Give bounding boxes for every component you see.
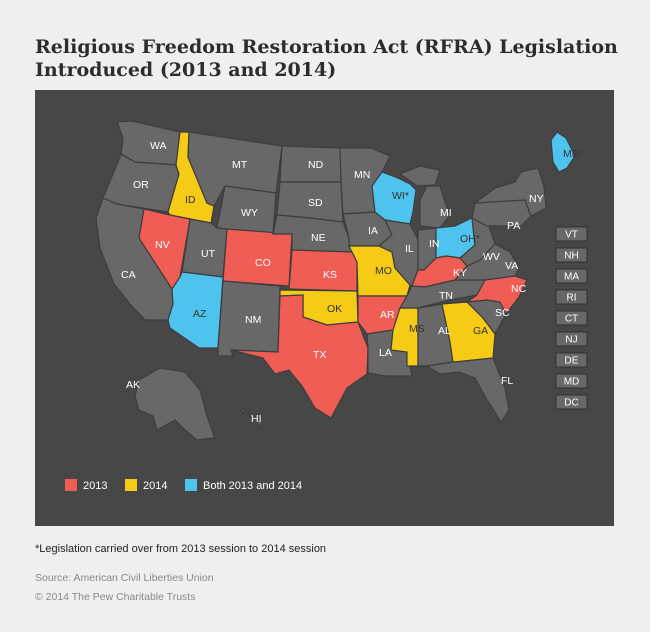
small-state-label: RI [567, 293, 577, 304]
state-label-hi: HI [251, 413, 262, 425]
small-state-ma: MA [555, 268, 588, 284]
state-label-il: IL [405, 243, 414, 255]
state-wv [459, 217, 496, 267]
state-label-co: CO [255, 257, 271, 269]
state-label-ca: CA [121, 269, 136, 281]
map-legend: 2013 2014 Both 2013 and 2014 [65, 479, 302, 492]
state-label-in: IN [429, 238, 440, 250]
small-state-label: DC [564, 398, 578, 409]
state-label-wi: WI* [392, 190, 409, 202]
small-state-label: VT [565, 230, 578, 241]
state-label-ne: NE [311, 232, 326, 244]
legend-swatch [125, 479, 137, 491]
state-label-la: LA [379, 347, 392, 359]
state-label-ms: MS [409, 323, 425, 335]
legend-label: 2014 [143, 480, 167, 492]
state-label-tx: TX [313, 349, 326, 361]
state-hi [239, 406, 263, 430]
state-label-ar: AR [380, 309, 395, 321]
state-label-tn: TN [439, 290, 453, 302]
footnote: *Legislation carried over from 2013 sess… [35, 543, 327, 555]
state-label-pa: PA [507, 220, 520, 232]
copyright-note: © 2014 The Pew Charitable Trusts [35, 591, 196, 603]
state-label-nv: NV [155, 239, 170, 251]
legend-label: Both 2013 and 2014 [203, 480, 302, 492]
state-label-al: AL [438, 325, 451, 337]
small-state-label: MD [564, 377, 580, 388]
state-fl [425, 357, 510, 424]
source-note: Source: American Civil Liberties Union [35, 572, 214, 584]
state-labels-layer: WA OR CA ID NV MT WY UT AZ CO NM ND SD NE KS OK TX MN IA MO… [121, 140, 583, 425]
small-state-dc: DC [555, 394, 588, 410]
state-label-ok: OK [327, 303, 342, 315]
state-pa [471, 199, 532, 227]
legend-label: 2013 [83, 480, 107, 492]
state-label-oh: OH* [460, 233, 480, 245]
small-state-label: MA [564, 272, 579, 283]
state-label-or: OR [133, 179, 149, 191]
state-mi [398, 165, 451, 229]
small-states-list: VT NH MA RI CT NJ DE MD DC [555, 226, 588, 410]
legend-item-2013: 2013 [65, 479, 107, 492]
map-title: Religious Freedom Restoration Act (RFRA)… [35, 36, 625, 82]
small-state-ri: RI [555, 289, 588, 305]
state-label-ga: GA [473, 325, 488, 337]
small-state-label: NJ [565, 335, 577, 346]
small-state-label: CT [565, 314, 578, 325]
state-label-ia: IA [368, 225, 378, 237]
small-state-de: DE [555, 352, 588, 368]
states-layer [95, 120, 576, 441]
legend-item-both: Both 2013 and 2014 [185, 479, 302, 492]
state-il [377, 219, 419, 287]
state-mt [187, 131, 283, 207]
small-state-vt: VT [555, 226, 588, 242]
state-me [550, 131, 576, 173]
us-map: WA OR CA ID NV MT WY UT AZ CO NM ND SD NE KS OK TX MN IA MO… [65, 120, 588, 492]
map-panel: WA OR CA ID NV MT WY UT AZ CO NM ND SD NE KS OK TX MN IA MO… [35, 90, 614, 526]
state-wi [371, 171, 417, 225]
state-label-az: AZ [193, 308, 207, 320]
state-label-wy: WY [241, 207, 258, 219]
legend-swatch [185, 479, 197, 491]
state-label-id: ID [185, 194, 196, 206]
state-label-ut: UT [201, 248, 216, 260]
state-label-mo: MO [375, 265, 392, 277]
state-label-ak: AK [126, 379, 140, 391]
state-label-me: ME* [563, 148, 583, 160]
state-tx [230, 294, 369, 419]
small-state-label: DE [565, 356, 579, 367]
small-state-nh: NH [555, 247, 588, 263]
state-label-mt: MT [232, 159, 248, 171]
small-state-nj: NJ [555, 331, 588, 347]
state-label-ks: KS [323, 269, 337, 281]
legend-item-2014: 2014 [125, 479, 167, 492]
small-state-md: MD [555, 373, 588, 389]
legend-swatch [65, 479, 77, 491]
state-label-nc: NC [511, 283, 527, 295]
state-label-wv: WV [483, 251, 500, 263]
map-title-line-2: Introduced (2013 and 2014) [35, 59, 337, 81]
state-label-va: VA [505, 260, 518, 272]
state-label-fl: FL [501, 375, 513, 387]
state-label-ny: NY [529, 193, 544, 205]
state-label-mn: MN [354, 169, 370, 181]
state-ny [473, 167, 547, 217]
state-label-wa: WA [150, 140, 167, 152]
state-label-ky: KY [453, 267, 467, 279]
map-title-line-1: Religious Freedom Restoration Act (RFRA)… [35, 36, 618, 58]
state-label-sd: SD [308, 197, 323, 209]
state-label-nm: NM [245, 314, 261, 326]
state-label-mi: MI [440, 207, 452, 219]
small-state-ct: CT [555, 310, 588, 326]
state-ak [134, 367, 216, 441]
state-label-sc: SC [495, 307, 510, 319]
small-state-label: NH [564, 251, 578, 262]
state-label-nd: ND [308, 159, 324, 171]
